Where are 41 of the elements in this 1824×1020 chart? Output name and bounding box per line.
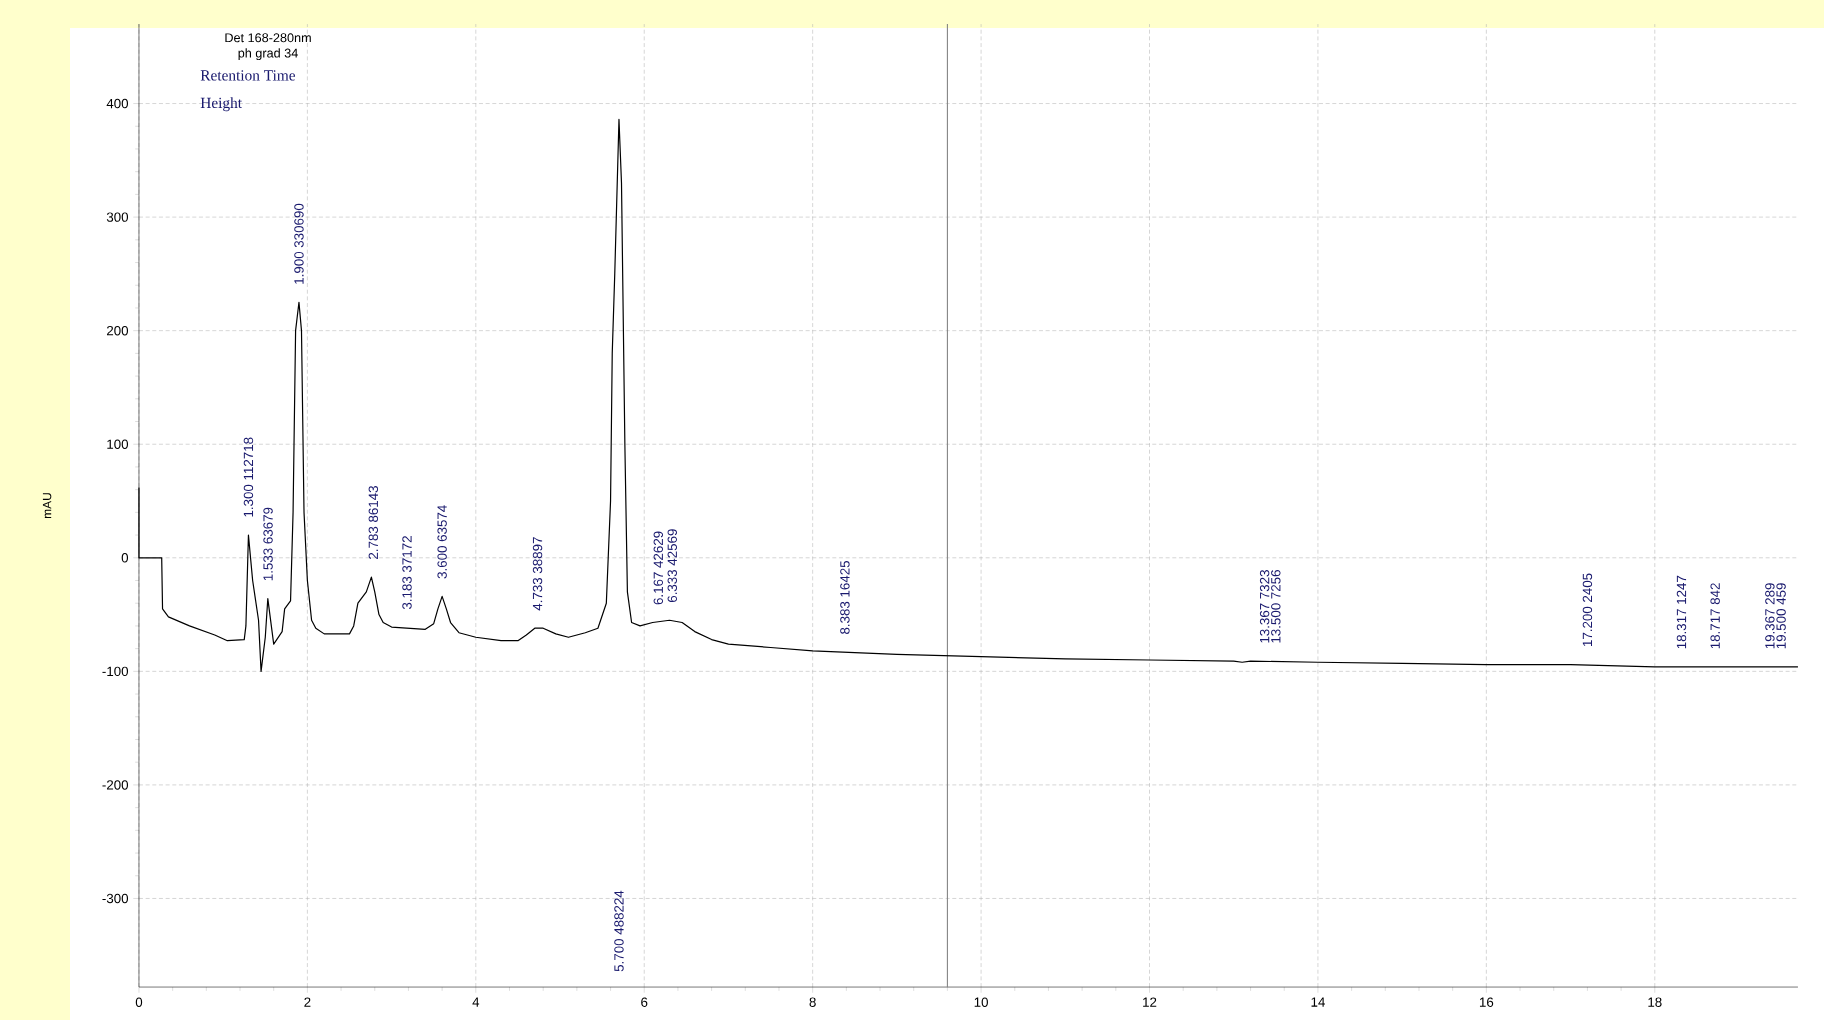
y-tick-label: 200 [106,325,129,336]
annotation: ph grad 34 [238,48,298,61]
y-tick-label: -100 [102,666,129,677]
x-tick-label: 8 [809,997,816,1007]
annotation: Det 168-280nm [225,33,311,43]
y-tick-label: 300 [106,212,129,222]
annotation: 19.367 289 [1765,583,1775,649]
annotation: Height [200,97,242,112]
annotation: 13.500 7256 [1271,570,1281,643]
x-tick-label: 2 [304,997,311,1007]
annotation: 18.317 1247 [1676,575,1687,649]
annotation: 1.900 330690 [294,203,304,284]
annotation: 6.333 42569 [667,529,677,603]
y-tick-label: 400 [106,98,129,109]
y-tick-label: 0 [121,553,129,563]
annotation: 1.533 63679 [263,507,273,581]
x-tick-label: 16 [1479,997,1494,1007]
annotation: 4.733 38897 [532,537,543,611]
annotation: 19.500 459 [1776,583,1786,649]
y-tick-label: -200 [102,780,129,790]
y-tick-label: 100 [107,439,129,449]
annotation: 3.183 37172 [402,536,412,610]
annotation: 6.167 42629 [653,531,664,605]
annotation: 3.600 63574 [437,505,447,579]
y-tick-label: -300 [102,893,129,904]
x-tick-label: 10 [974,997,988,1007]
annotation: 13.367 7323 [1259,570,1270,643]
x-tick-label: 4 [472,997,480,1007]
annotation: 18.717 842 [1710,583,1720,649]
annotation: 5.700 488224 [614,890,624,972]
x-tick-label: 18 [1648,997,1662,1007]
annotation: 17.200 2405 [1582,573,1593,647]
x-tick-label: 6 [641,997,648,1007]
annotation: Retention Time [200,70,296,81]
x-tick-label: 12 [1143,997,1157,1007]
x-tick-label: 0 [135,997,143,1007]
annotation: 8.383 16425 [840,560,850,634]
annotation: 1.300 112718 [243,437,254,517]
annotation: 2.783 86143 [368,486,379,559]
y-axis-title: mAU [42,493,52,519]
x-tick-label: 14 [1311,997,1325,1007]
